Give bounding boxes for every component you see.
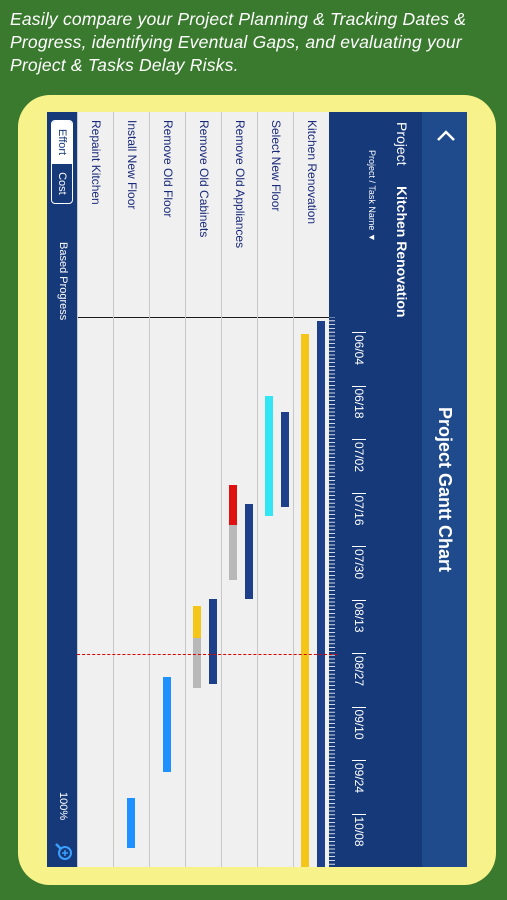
date-label: 07/16 bbox=[352, 492, 366, 526]
project-label: Project bbox=[394, 122, 410, 166]
task-row[interactable]: Install New Floor bbox=[113, 112, 149, 867]
gantt-bar[interactable] bbox=[229, 525, 237, 580]
column-divider bbox=[186, 317, 221, 318]
gantt-bar[interactable] bbox=[281, 412, 289, 507]
date-label: 09/24 bbox=[352, 760, 366, 794]
nav-title: Project Gantt Chart bbox=[435, 406, 455, 573]
task-name: Remove Old Appliances bbox=[233, 120, 247, 249]
date-label: 08/27 bbox=[352, 653, 366, 687]
gantt-bar[interactable] bbox=[317, 321, 325, 867]
progress-mode-segmented-control[interactable]: Effort Cost bbox=[51, 120, 73, 204]
rotated-screen: Project Gantt Chart Project Kitchen Reno… bbox=[47, 112, 467, 867]
task-row[interactable]: Select New Floor bbox=[257, 112, 293, 867]
task-name: Remove Old Cabinets bbox=[197, 120, 211, 238]
project-name[interactable]: Kitchen Renovation bbox=[394, 186, 410, 318]
task-name: Kitchen Renovation bbox=[305, 120, 319, 225]
date-ticks bbox=[329, 317, 335, 865]
gantt-bar[interactable] bbox=[193, 638, 201, 688]
task-row[interactable]: Kitchen Renovation bbox=[293, 112, 329, 867]
gantt-bar[interactable] bbox=[209, 599, 217, 684]
date-axis: 10/2210/0809/2409/1008/2708/1307/3007/16… bbox=[329, 317, 382, 867]
task-name: Repaint Kitchen bbox=[89, 120, 103, 205]
segment-cost[interactable]: Cost bbox=[52, 163, 72, 203]
task-row[interactable]: Remove Old Appliances bbox=[221, 112, 257, 867]
column-divider bbox=[258, 317, 293, 318]
today-marker bbox=[67, 654, 337, 655]
segment-effort[interactable]: Effort bbox=[52, 121, 72, 164]
gantt-bar[interactable] bbox=[265, 396, 273, 516]
progress-basis-label: Based Progress bbox=[57, 242, 69, 321]
date-label: 06/04 bbox=[352, 332, 366, 366]
zoom-level: 100% bbox=[57, 792, 69, 821]
gantt-header: Project Kitchen Renovation Project / Tas… bbox=[329, 112, 422, 867]
app-screen: Project Gantt Chart Project Kitchen Reno… bbox=[47, 112, 467, 867]
gantt-bar[interactable] bbox=[127, 798, 135, 848]
promo-caption: Easily compare your Project Planning & T… bbox=[10, 9, 467, 75]
gantt-bar[interactable] bbox=[193, 606, 201, 638]
column-divider bbox=[150, 317, 185, 318]
date-label: 06/18 bbox=[352, 385, 366, 419]
date-label: 07/30 bbox=[352, 546, 366, 580]
date-label: 08/13 bbox=[352, 599, 366, 633]
column-divider bbox=[114, 317, 149, 318]
task-rows: Kitchen Renovation Select New Floor Remove… bbox=[77, 112, 329, 867]
task-row[interactable]: Repaint Kitchen bbox=[77, 112, 113, 867]
task-name: Remove Old Floor bbox=[161, 120, 175, 218]
task-row[interactable]: Remove Old Floor bbox=[149, 112, 185, 867]
date-label: 09/10 bbox=[352, 706, 366, 740]
nav-bar: Project Gantt Chart bbox=[422, 112, 467, 867]
column-divider bbox=[294, 317, 329, 318]
date-label: 10/08 bbox=[352, 813, 366, 847]
zoom-in-icon[interactable] bbox=[53, 842, 73, 862]
chevron-back-icon[interactable] bbox=[435, 126, 457, 148]
date-label: 07/02 bbox=[352, 439, 366, 473]
column-divider bbox=[222, 317, 257, 318]
gantt-bar[interactable] bbox=[229, 485, 237, 525]
column-divider bbox=[78, 317, 113, 318]
footer-bar: Effort Cost Based Progress 100% bbox=[47, 112, 77, 867]
task-name-column-header[interactable]: Project / Task Name ▼ bbox=[367, 150, 377, 242]
gantt-bar[interactable] bbox=[163, 677, 171, 772]
task-row[interactable]: Remove Old Cabinets bbox=[185, 112, 221, 867]
task-name: Install New Floor bbox=[125, 120, 139, 210]
task-name: Select New Floor bbox=[269, 120, 283, 212]
gantt-bar[interactable] bbox=[245, 504, 253, 599]
gantt-bar[interactable] bbox=[301, 334, 309, 867]
